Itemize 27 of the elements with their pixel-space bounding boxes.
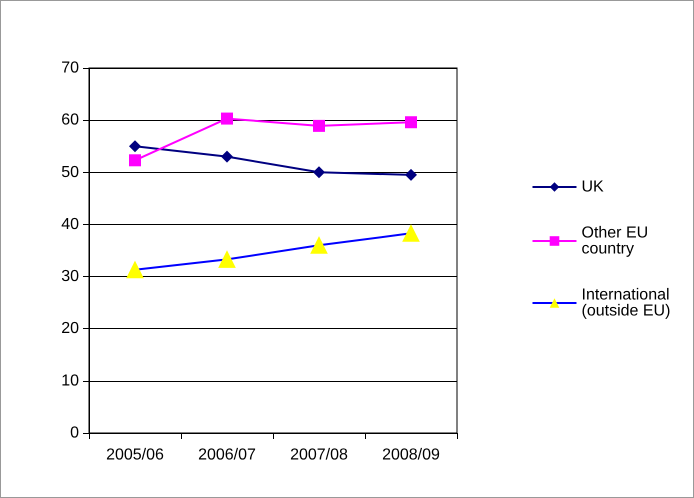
legend-label: Other EU country: [581, 224, 653, 258]
point: [313, 166, 325, 178]
legend-label: International (outside EU): [581, 286, 674, 320]
y-tick-label: 20: [61, 320, 80, 338]
point: [221, 150, 233, 163]
point: [402, 224, 420, 242]
y-tick-label: 60: [61, 112, 80, 129]
y-tick-label: 70: [61, 60, 80, 76]
point: [221, 112, 233, 125]
y-tick-label: 40: [61, 216, 80, 233]
x-tick-label: 2006/07: [198, 446, 256, 464]
y-tick-label: 10: [61, 372, 80, 390]
point: [405, 168, 417, 181]
y-tick-label: 30: [61, 268, 80, 286]
point: [313, 120, 325, 132]
point: [405, 116, 417, 128]
point: [310, 236, 328, 254]
legend-label: UK: [581, 178, 604, 196]
point: [218, 250, 236, 268]
y-tick-label: 50: [61, 164, 80, 181]
point: [129, 140, 141, 152]
x-tick-label: 2005/06: [106, 446, 164, 464]
x-tick-label: 2008/09: [382, 446, 440, 464]
point: [126, 261, 144, 278]
x-tick-label: 2007/08: [290, 446, 348, 464]
y-tick-label: 0: [70, 424, 80, 442]
point: [129, 154, 141, 166]
